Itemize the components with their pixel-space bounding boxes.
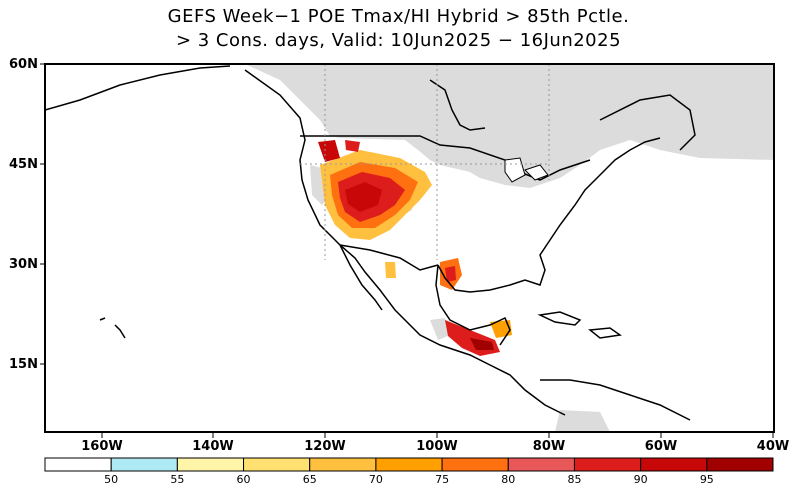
colorbar-label: 70 <box>369 473 383 486</box>
graticule <box>300 64 550 260</box>
colorbar-label: 55 <box>170 473 184 486</box>
heat-region-texas-core <box>445 266 456 282</box>
colorbar-swatch <box>375 457 443 472</box>
colorbar: 50 55 60 65 70 75 80 85 90 95 <box>44 457 774 486</box>
colorbar-label: 90 <box>634 473 648 486</box>
heat-region-mexico-core <box>470 338 494 350</box>
lon-label-140w: 140W <box>192 439 233 454</box>
colorbar-swatch <box>441 457 509 472</box>
colorbar-swatch <box>176 457 245 472</box>
heat-region-west-max <box>345 182 382 212</box>
colorbar-swatch <box>507 457 575 472</box>
lon-label-100w: 100W <box>416 439 457 454</box>
colorbar-label: 50 <box>104 473 118 486</box>
gray-patch-mexico <box>430 318 450 340</box>
lat-label-30n: 30N <box>9 257 38 272</box>
lon-axis: 160W 140W 120W 100W 80W 60W 40W <box>81 432 789 454</box>
lat-axis: 60N 45N 30N 15N <box>9 57 45 372</box>
lat-label-60n: 60N <box>9 57 38 72</box>
gray-patch-southamerica <box>555 410 610 432</box>
colorbar-label: 80 <box>501 473 515 486</box>
colorbar-label: 65 <box>303 473 317 486</box>
lon-label-40w: 40W <box>757 439 789 454</box>
lat-label-15n: 15N <box>9 357 38 372</box>
lon-label-60w: 60W <box>645 439 677 454</box>
heat-region-yucatan <box>490 320 512 338</box>
lon-label-120w: 120W <box>304 439 345 454</box>
heat-region-mexico-north <box>385 262 396 278</box>
canada-gray-region <box>245 64 774 188</box>
colorbar-swatch <box>573 457 642 472</box>
heat-region-north <box>318 140 340 162</box>
heat-region-north-2 <box>345 140 360 152</box>
colorbar-label: 60 <box>237 473 251 486</box>
map-frame <box>44 63 775 433</box>
colorbar-label: 85 <box>567 473 581 486</box>
lon-label-160w: 160W <box>81 439 122 454</box>
colorbar-swatch <box>243 457 311 472</box>
colorbar-label: 75 <box>435 473 449 486</box>
colorbar-swatch <box>309 457 377 472</box>
map-title-line-2: > 3 Cons. days, Valid: 10Jun2025 − 16Jun… <box>175 30 622 51</box>
lon-label-80w: 80W <box>533 439 565 454</box>
colorbar-swatch <box>110 457 178 472</box>
colorbar-swatch <box>706 457 774 472</box>
lat-label-45n: 45N <box>9 157 38 172</box>
colorbar-label: 95 <box>700 473 714 486</box>
colorbar-swatch <box>44 457 112 472</box>
colorbar-swatch <box>640 457 708 472</box>
map-title-line-1: GEFS Week−1 POE Tmax/HI Hybrid > 85th Pc… <box>167 6 630 27</box>
